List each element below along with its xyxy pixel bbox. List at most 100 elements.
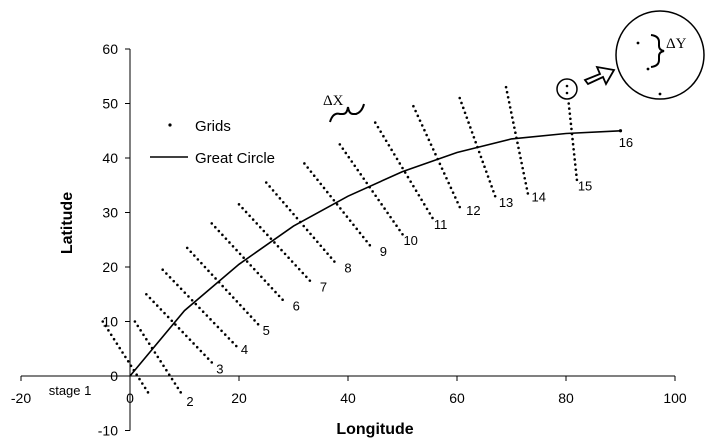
grid-point xyxy=(238,252,242,256)
stage-label: 2 xyxy=(186,394,193,409)
grid-point xyxy=(401,166,404,170)
grid-point xyxy=(221,284,224,288)
grid-point xyxy=(305,228,309,232)
grid-point xyxy=(395,157,399,161)
grid-point xyxy=(210,273,214,276)
y-tick-label: 0 xyxy=(110,368,118,384)
grid-point xyxy=(220,329,223,333)
grid-point xyxy=(322,186,326,190)
grid-point xyxy=(514,131,517,134)
grid-point xyxy=(228,241,231,244)
stage-label: 11 xyxy=(434,217,448,232)
stage-label: 13 xyxy=(499,195,513,210)
stage-label: 15 xyxy=(578,179,592,194)
grid-point xyxy=(183,291,187,294)
grid-point xyxy=(312,174,316,178)
grid-point xyxy=(398,228,401,232)
x-tick-label: 80 xyxy=(558,390,574,406)
grid-point xyxy=(526,192,530,195)
grid-point xyxy=(176,283,179,287)
grid-point xyxy=(153,351,157,354)
grid-point xyxy=(507,101,511,104)
grid-point xyxy=(332,198,336,202)
grid-point xyxy=(521,166,524,170)
grid-point xyxy=(333,260,336,263)
grid-point xyxy=(206,357,210,360)
grid-point xyxy=(573,163,577,166)
grid-point xyxy=(146,391,150,394)
grid-point xyxy=(252,267,256,271)
stage-label: 4 xyxy=(241,342,248,357)
grid-point xyxy=(398,162,402,165)
grid-point xyxy=(147,342,151,345)
grid-point xyxy=(342,211,345,214)
grid-point xyxy=(274,290,277,294)
grid-point xyxy=(107,329,110,332)
grid-point xyxy=(523,176,527,180)
y-tick-label: 40 xyxy=(102,150,118,166)
grid-point xyxy=(373,121,377,124)
grid-point xyxy=(326,252,329,255)
grid-point xyxy=(395,224,398,228)
grid-point xyxy=(174,323,177,326)
grid-point xyxy=(194,302,198,306)
grid-point xyxy=(112,337,116,341)
grid-point xyxy=(352,223,355,227)
grid-point xyxy=(445,176,448,180)
grid-point xyxy=(170,319,174,323)
grid-point xyxy=(341,147,345,150)
grid-point xyxy=(231,296,235,299)
x-tick-label: -20 xyxy=(11,390,31,406)
y-tick-label: 50 xyxy=(102,96,118,112)
grid-point xyxy=(166,315,170,319)
grid-point xyxy=(148,296,152,300)
grid-point xyxy=(434,152,437,156)
legend-grids-label: Grids xyxy=(195,118,231,135)
grid-point xyxy=(118,346,122,350)
grid-point xyxy=(573,158,577,161)
grid-point xyxy=(355,227,359,231)
grid-point xyxy=(275,193,278,196)
zoom-point xyxy=(636,41,640,45)
stage-label: 7 xyxy=(320,280,327,295)
grid-point xyxy=(193,254,196,257)
stage-label: 9 xyxy=(380,244,387,259)
grid-point xyxy=(199,349,203,353)
grid-point xyxy=(380,203,383,206)
grid-point xyxy=(135,373,138,376)
grid-point xyxy=(141,382,144,385)
grid-point xyxy=(163,311,166,315)
grid-point xyxy=(235,300,239,303)
grid-point xyxy=(301,271,305,275)
grid-point xyxy=(322,248,326,251)
legend-grids-marker xyxy=(168,123,172,127)
grid-point xyxy=(210,222,214,225)
grid-point xyxy=(249,315,253,318)
grid-point xyxy=(264,181,268,184)
grid-point xyxy=(260,275,263,279)
grid-point xyxy=(506,95,510,99)
y-tick-label: -10 xyxy=(98,423,118,439)
grid-point xyxy=(412,104,415,108)
grid-point xyxy=(126,360,130,363)
grid-point xyxy=(253,319,256,322)
stage-label: 16 xyxy=(619,135,633,150)
grid-point xyxy=(217,229,221,233)
grid-point xyxy=(414,189,418,192)
grid-point xyxy=(516,141,519,145)
x-tick-label: 60 xyxy=(449,390,465,406)
grid-point xyxy=(256,322,260,326)
grid-point xyxy=(571,137,574,141)
grid-point xyxy=(216,325,220,329)
grid-point xyxy=(479,155,483,159)
grid-point xyxy=(263,279,267,282)
grid-point xyxy=(287,256,290,260)
grid-point xyxy=(266,233,269,237)
grid-point xyxy=(159,360,162,363)
grid-point xyxy=(101,320,105,323)
grid-point xyxy=(188,338,192,341)
grid-point xyxy=(365,239,368,243)
grid-point xyxy=(456,200,459,204)
grid-point xyxy=(474,140,477,144)
grid-point xyxy=(431,148,435,151)
